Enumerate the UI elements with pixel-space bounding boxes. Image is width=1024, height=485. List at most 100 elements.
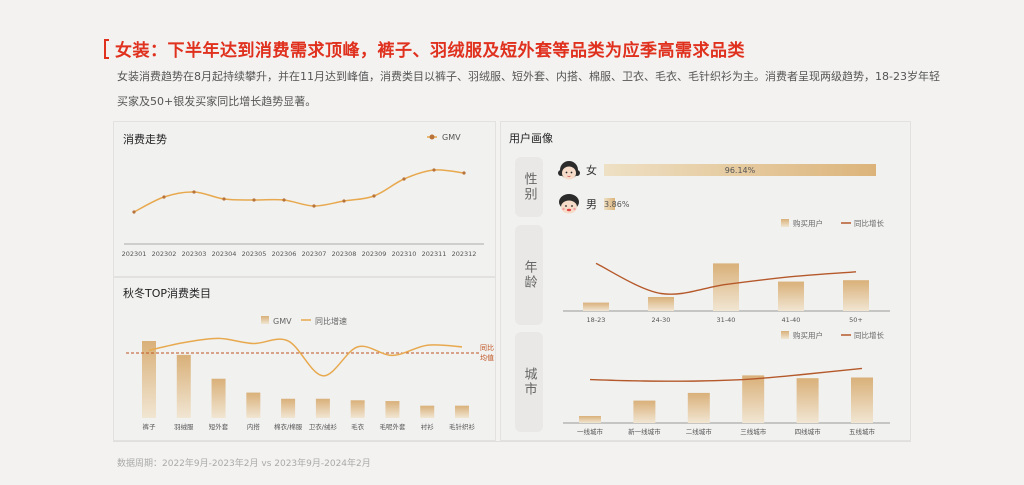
data-period-note: 数据周期：2022年9月-2023年2月 vs 2023年9月-2024年2月	[117, 459, 371, 469]
gmv-point	[252, 198, 256, 202]
category-bar	[350, 400, 365, 418]
profile-bar	[579, 416, 601, 423]
male-avatar-icon	[557, 192, 581, 216]
title-bracket	[104, 38, 109, 59]
gmv-point	[222, 197, 226, 201]
category-label: 衬衫	[421, 422, 435, 431]
profile-bar	[851, 377, 873, 423]
profile-bar	[796, 378, 819, 423]
growth-line	[595, 262, 857, 295]
gender-bar-male: 3.86%	[604, 198, 629, 210]
tag-city: 城市	[515, 332, 543, 432]
trend-panel: 消费走势 GMV 202301 202302 202303 202304 202305 20…	[113, 121, 496, 277]
gmv-point	[372, 194, 376, 198]
profile-bar	[687, 392, 710, 423]
gender-bar-female: 96.14%	[604, 164, 876, 176]
category-label: 羽绒服	[174, 422, 194, 431]
profile-bar	[633, 400, 656, 423]
page-title: 女装：下半年达到消费需求顶峰，裤子、羽绒服及短外套等品类为应季高需求品类	[115, 41, 745, 61]
profile-category-label: 一线城市	[577, 427, 604, 436]
x-tick-label: 202306	[272, 250, 297, 258]
footer-divider	[113, 441, 911, 442]
category-label: 棉衣/棉服	[274, 422, 303, 431]
profile-category-label: 三线城市	[740, 427, 767, 436]
gmv-point	[132, 210, 136, 214]
profile-bar	[843, 280, 869, 311]
tag-gender: 性别	[515, 157, 543, 217]
trend-title: 消费走势	[123, 133, 167, 146]
category-bar	[176, 354, 191, 418]
x-tick-label: 202301	[122, 250, 147, 258]
x-tick-label: 202303	[182, 250, 207, 258]
x-tick-label: 202308	[332, 250, 357, 258]
profile-bar	[778, 281, 804, 311]
gender-row-male: 男 3.86%	[557, 192, 629, 216]
category-bar	[315, 398, 330, 418]
profile-category-label: 41-40	[782, 316, 801, 324]
growth-line	[589, 367, 863, 382]
gender-value-female: 96.14%	[724, 165, 756, 175]
category-bar	[385, 401, 400, 418]
tag-age: 年龄	[515, 225, 543, 325]
profile-bar	[648, 297, 674, 311]
profile-category-label: 新一线城市	[628, 427, 661, 436]
legend-gmv-label: GMV	[273, 317, 292, 326]
category-label: 内搭	[247, 422, 260, 431]
category-bar	[420, 405, 435, 418]
top-categories-title: 秋冬TOP消费类目	[123, 287, 212, 300]
x-tick-label: 202304	[212, 250, 237, 258]
profile-category-label: 二线城市	[686, 427, 713, 436]
user-profile-title: 用户画像	[509, 132, 553, 145]
profile-category-label: 31-40	[717, 316, 736, 324]
legend-users-swatch	[781, 331, 789, 339]
growth-line	[148, 337, 463, 377]
category-label: 毛衣	[351, 422, 365, 431]
category-label: 卫衣/绒衫	[309, 422, 338, 431]
gmv-point	[402, 177, 406, 181]
top-categories-panel: 秋冬TOP消费类目 GMV 同比增速 裤子 羽绒服 短外套 内搭 棉衣/棉服 卫衣/绒衫 毛衣 毛…	[113, 277, 496, 441]
category-bar	[246, 392, 261, 418]
category-label: 毛呢外套	[379, 422, 406, 431]
x-tick-label: 202302	[152, 250, 177, 258]
gmv-point	[282, 198, 286, 202]
legend-gmv-swatch	[261, 316, 269, 324]
gender-label-female: 女	[586, 164, 597, 177]
category-label: 毛针织衫	[449, 422, 476, 431]
user-profile-panel: 用户画像 性别 年龄 城市 女 96.14%	[500, 121, 911, 441]
gmv-point	[432, 168, 436, 172]
x-tick-label: 202312	[452, 250, 477, 258]
average-label: 均值	[480, 353, 494, 362]
gmv-point	[162, 195, 166, 199]
legend-gmv-marker	[429, 134, 435, 140]
page-description: 女装消费趋势在8月起持续攀升，并在11月达到峰值，消费类目以裤子、羽绒服、短外套…	[117, 70, 940, 108]
category-bar	[142, 341, 156, 418]
legend-growth-label: 同比增长	[854, 330, 884, 340]
legend-users-label: 购买用户	[793, 218, 823, 228]
legend-gmv-label: GMV	[442, 133, 461, 142]
profile-category-label: 50+	[849, 316, 863, 324]
gender-label-male: 男	[586, 198, 597, 211]
gmv-point	[462, 171, 466, 175]
average-label: 同比	[480, 343, 494, 352]
female-avatar-icon	[557, 158, 581, 182]
profile-category-label: 四线城市	[795, 427, 822, 436]
x-tick-label: 202305	[242, 250, 267, 258]
gmv-line	[133, 169, 465, 213]
category-label: 短外套	[209, 422, 229, 431]
legend-users-label: 购买用户	[793, 330, 823, 340]
gmv-point	[312, 204, 316, 208]
page-title-wrap: 女装：下半年达到消费需求顶峰，裤子、羽绒服及短外套等品类为应季高需求品类	[104, 36, 745, 61]
legend-growth-label: 同比增长	[854, 218, 884, 228]
gmv-point	[342, 199, 346, 203]
profile-bar	[742, 375, 765, 423]
legend-users-swatch	[781, 219, 789, 227]
legend-growth-label: 同比增速	[315, 316, 347, 326]
profile-bar	[583, 302, 609, 311]
gender-row-female: 女 96.14%	[557, 158, 876, 182]
x-tick-label: 202310	[392, 250, 417, 258]
x-tick-label: 202307	[302, 250, 327, 258]
profile-category-label: 24-30	[652, 316, 671, 324]
category-bar	[455, 405, 469, 418]
